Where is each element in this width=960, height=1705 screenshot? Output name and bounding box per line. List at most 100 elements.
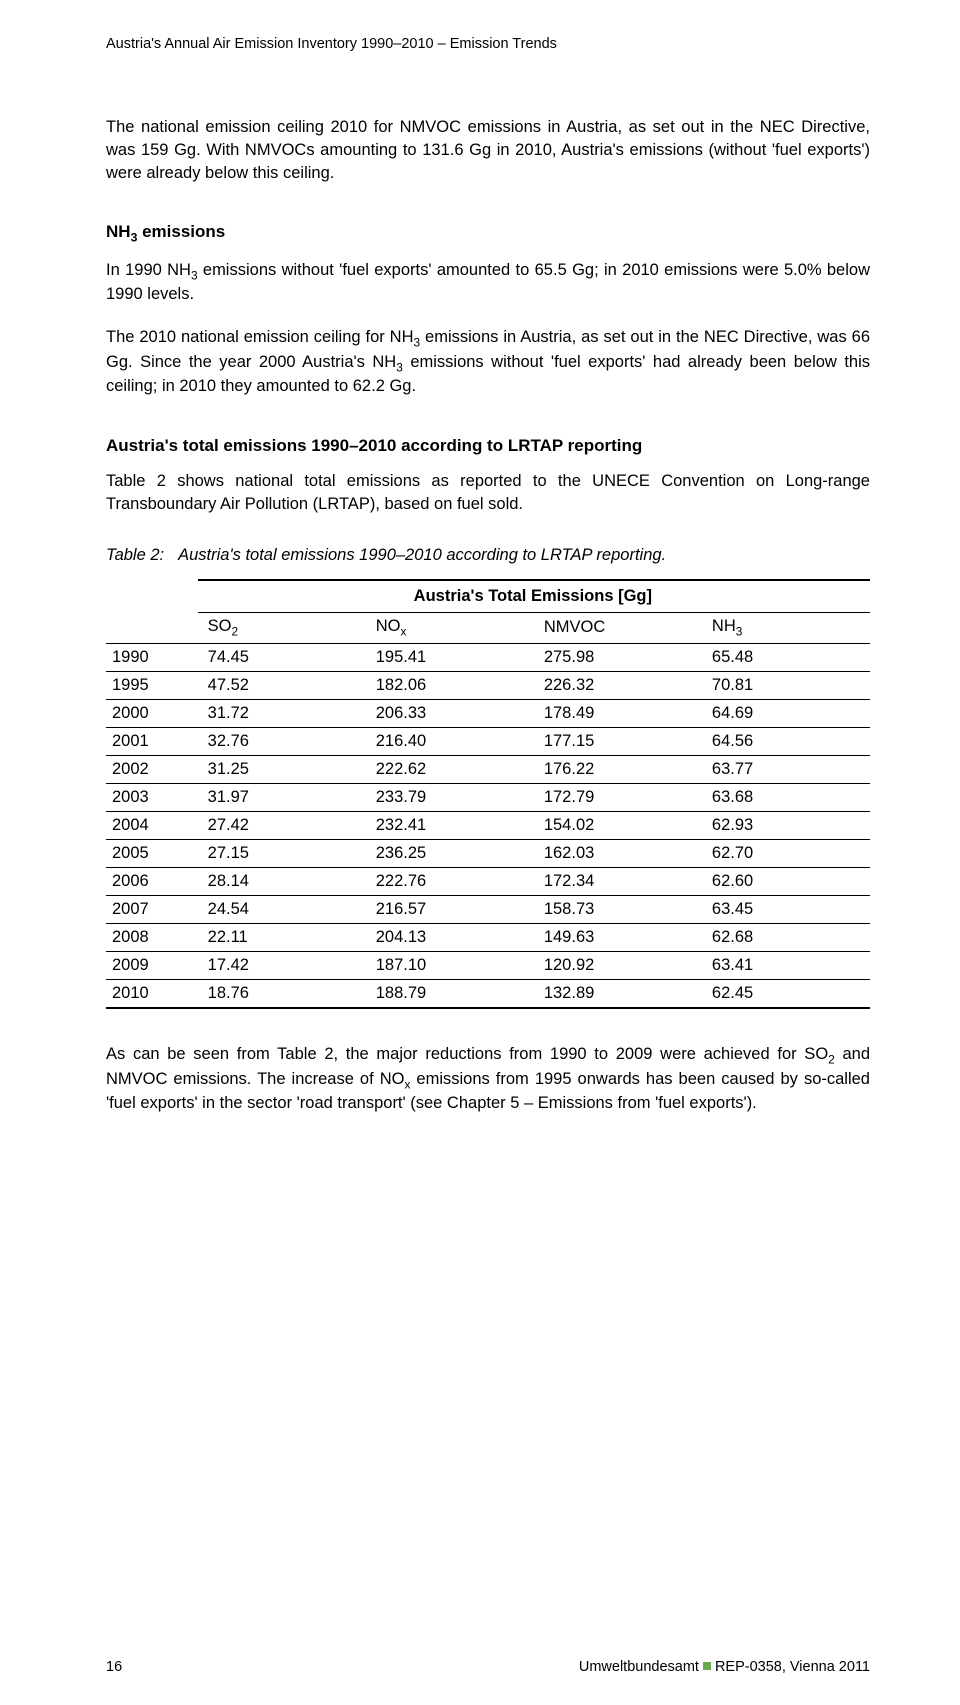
year-cell: 2004: [106, 812, 198, 840]
value-cell: 63.45: [702, 896, 870, 924]
value-cell: 158.73: [534, 896, 702, 924]
paragraph-nmvoc: The national emission ceiling 2010 for N…: [106, 116, 870, 184]
value-cell: 24.54: [198, 896, 366, 924]
table-row: 200822.11204.13149.6362.68: [106, 924, 870, 952]
value-cell: 27.42: [198, 812, 366, 840]
year-cell: 2001: [106, 728, 198, 756]
year-cell: 2005: [106, 840, 198, 868]
value-cell: 28.14: [198, 868, 366, 896]
table-body: 199074.45195.41275.9865.48199547.52182.0…: [106, 644, 870, 1009]
year-cell: 2003: [106, 784, 198, 812]
heading-lrtap: Austria's total emissions 1990–2010 acco…: [106, 436, 870, 456]
value-cell: 178.49: [534, 700, 702, 728]
year-cell: 2000: [106, 700, 198, 728]
year-cell: 2010: [106, 980, 198, 1009]
year-cell: 2009: [106, 952, 198, 980]
value-cell: 62.60: [702, 868, 870, 896]
value-cell: 176.22: [534, 756, 702, 784]
footer-ref: REP-0358, Vienna 2011: [715, 1659, 870, 1675]
table-row: 200917.42187.10120.9263.41: [106, 952, 870, 980]
column-header: NH3: [702, 612, 870, 643]
value-cell: 233.79: [366, 784, 534, 812]
table-row: 200724.54216.57158.7363.45: [106, 896, 870, 924]
table-row: 200628.14222.76172.3462.60: [106, 868, 870, 896]
value-cell: 206.33: [366, 700, 534, 728]
value-cell: 63.77: [702, 756, 870, 784]
value-cell: 31.72: [198, 700, 366, 728]
table-row: 200527.15236.25162.0362.70: [106, 840, 870, 868]
table-row: 200132.76216.40177.1564.56: [106, 728, 870, 756]
super-header-cell: Austria's Total Emissions [Gg]: [198, 580, 870, 613]
value-cell: 216.57: [366, 896, 534, 924]
paragraph-lrtap-intro: Table 2 shows national total emissions a…: [106, 470, 870, 516]
value-cell: 188.79: [366, 980, 534, 1009]
footer-right: Umweltbundesamt REP-0358, Vienna 2011: [579, 1659, 870, 1675]
table-super-header: Austria's Total Emissions [Gg]: [106, 580, 870, 613]
value-cell: 132.89: [534, 980, 702, 1009]
value-cell: 62.93: [702, 812, 870, 840]
value-cell: 63.68: [702, 784, 870, 812]
value-cell: 149.63: [534, 924, 702, 952]
value-cell: 177.15: [534, 728, 702, 756]
value-cell: 222.62: [366, 756, 534, 784]
value-cell: 204.13: [366, 924, 534, 952]
paragraph-nh3-1: In 1990 NH3 emissions without 'fuel expo…: [106, 259, 870, 306]
table-caption: Table 2:Austria's total emissions 1990–2…: [106, 546, 870, 565]
table-row: 200331.97233.79172.7963.68: [106, 784, 870, 812]
table-column-header: SO2NOxNMVOCNH3: [106, 612, 870, 643]
document-page: Austria's Annual Air Emission Inventory …: [0, 0, 960, 1705]
year-cell: 1995: [106, 672, 198, 700]
table-row: 199547.52182.06226.3270.81: [106, 672, 870, 700]
value-cell: 31.25: [198, 756, 366, 784]
value-cell: 63.41: [702, 952, 870, 980]
table-row: 200231.25222.62176.2263.77: [106, 756, 870, 784]
table-label: Table 2:: [106, 546, 178, 564]
table-row: 200031.72206.33178.4964.69: [106, 700, 870, 728]
value-cell: 275.98: [534, 644, 702, 672]
heading-nh3: NH3 emissions: [106, 222, 870, 244]
value-cell: 232.41: [366, 812, 534, 840]
year-cell: 2002: [106, 756, 198, 784]
value-cell: 62.45: [702, 980, 870, 1009]
value-cell: 162.03: [534, 840, 702, 868]
year-cell: 2008: [106, 924, 198, 952]
emissions-table: Austria's Total Emissions [Gg] SO2NOxNMV…: [106, 579, 870, 1009]
column-header: SO2: [198, 612, 366, 643]
value-cell: 74.45: [198, 644, 366, 672]
value-cell: 47.52: [198, 672, 366, 700]
paragraph-conclusion: As can be seen from Table 2, the major r…: [106, 1043, 870, 1115]
paragraph-nh3-2: The 2010 national emission ceiling for N…: [106, 326, 870, 398]
value-cell: 22.11: [198, 924, 366, 952]
table-row: 200427.42232.41154.0262.93: [106, 812, 870, 840]
page-header: Austria's Annual Air Emission Inventory …: [106, 36, 870, 52]
value-cell: 18.76: [198, 980, 366, 1009]
year-cell: 1990: [106, 644, 198, 672]
value-cell: 222.76: [366, 868, 534, 896]
value-cell: 187.10: [366, 952, 534, 980]
value-cell: 64.56: [702, 728, 870, 756]
year-cell: 2006: [106, 868, 198, 896]
value-cell: 27.15: [198, 840, 366, 868]
value-cell: 236.25: [366, 840, 534, 868]
value-cell: 216.40: [366, 728, 534, 756]
table-row: 201018.76188.79132.8962.45: [106, 980, 870, 1009]
value-cell: 195.41: [366, 644, 534, 672]
value-cell: 65.48: [702, 644, 870, 672]
table-row: 199074.45195.41275.9865.48: [106, 644, 870, 672]
column-header: [106, 612, 198, 643]
value-cell: 70.81: [702, 672, 870, 700]
value-cell: 182.06: [366, 672, 534, 700]
footer-org: Umweltbundesamt: [579, 1659, 699, 1675]
value-cell: 154.02: [534, 812, 702, 840]
table-caption-text: Austria's total emissions 1990–2010 acco…: [178, 546, 666, 564]
value-cell: 31.97: [198, 784, 366, 812]
value-cell: 62.70: [702, 840, 870, 868]
value-cell: 226.32: [534, 672, 702, 700]
value-cell: 120.92: [534, 952, 702, 980]
value-cell: 172.34: [534, 868, 702, 896]
page-number: 16: [106, 1659, 122, 1675]
column-header: NMVOC: [534, 612, 702, 643]
value-cell: 172.79: [534, 784, 702, 812]
value-cell: 64.69: [702, 700, 870, 728]
value-cell: 62.68: [702, 924, 870, 952]
